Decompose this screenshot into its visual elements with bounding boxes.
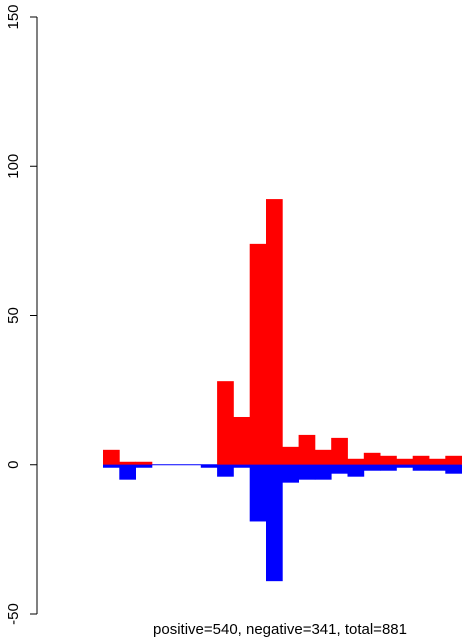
negative-bar <box>380 465 397 471</box>
negative-bar <box>250 465 267 522</box>
positive-bar <box>364 453 381 465</box>
negative-bar <box>217 465 234 477</box>
negative-bar <box>396 465 413 468</box>
negative-bar <box>136 465 153 468</box>
negative-bar <box>429 465 446 471</box>
y-tick-label: 0 <box>5 461 22 469</box>
positive-bar <box>299 435 316 465</box>
y-tick-label: 100 <box>5 154 22 179</box>
positive-bar <box>348 459 365 465</box>
negative-bar <box>364 465 381 471</box>
y-tick-label: 50 <box>5 307 22 324</box>
positive-bar <box>119 462 136 465</box>
positive-bar <box>315 450 332 465</box>
negative-bar <box>119 465 136 480</box>
y-axis: -50 0 50 100 150 <box>5 4 37 624</box>
positive-bar <box>445 456 462 465</box>
positive-bar <box>217 381 234 465</box>
negative-bar <box>299 465 316 480</box>
positive-bar <box>380 456 397 465</box>
positive-bar <box>396 459 413 465</box>
negative-bars <box>103 465 462 581</box>
negative-bar <box>445 465 462 474</box>
negative-bar <box>315 465 332 480</box>
positive-bar <box>413 456 430 465</box>
negative-bar <box>233 465 250 468</box>
y-tick-label: -50 <box>5 603 22 625</box>
negative-bar <box>413 465 430 471</box>
positive-bar <box>136 462 153 465</box>
negative-bar <box>348 465 365 477</box>
positive-bar <box>103 450 120 465</box>
negative-bar <box>331 465 348 474</box>
positive-bar <box>250 244 267 465</box>
negative-bar <box>282 465 299 483</box>
positive-bar <box>331 438 348 465</box>
positive-bar <box>233 417 250 465</box>
positive-bar <box>266 199 283 465</box>
chart-caption: positive=540, negative=341, total=881 <box>153 621 407 638</box>
y-tick-label: 150 <box>5 4 22 29</box>
positive-bar <box>429 459 446 465</box>
positive-bar <box>282 447 299 465</box>
negative-bar <box>201 465 218 468</box>
negative-bar <box>266 465 283 581</box>
negative-bar <box>103 465 120 468</box>
positive-bars <box>103 199 462 465</box>
